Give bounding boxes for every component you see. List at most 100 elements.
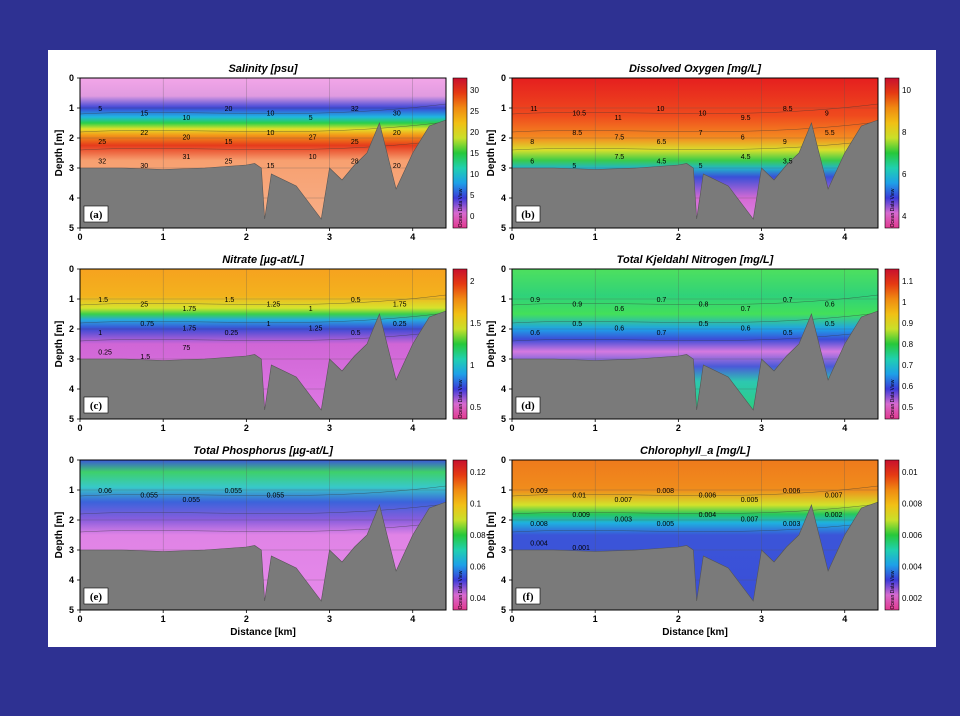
- x-tick-label: 1: [161, 614, 166, 624]
- colorbar-tick-label: 10: [902, 86, 911, 95]
- contour-label: 0.009: [572, 512, 590, 519]
- figure-slide: Salinity [psu] 5 15 10 20 10 5 32 30 25 22 20 15 10 27…: [48, 50, 936, 647]
- y-tick-label: 3: [69, 354, 74, 364]
- panel-letter-box: [515, 205, 541, 223]
- x-tick-label: 2: [244, 614, 249, 624]
- contour-label: 6.5: [657, 139, 667, 146]
- y-axis-label: Depth [m]: [486, 321, 497, 368]
- y-axis-label: Depth [m]: [486, 130, 497, 177]
- plot-frame: [79, 459, 447, 611]
- contour-label: 0.055: [225, 488, 243, 495]
- contour-label: 1.5: [140, 354, 150, 361]
- y-tick-label: 5: [69, 223, 74, 233]
- contour-label: 0.9: [572, 302, 582, 309]
- colorbar-tick-label: 0.002: [902, 594, 923, 603]
- contour-label: 0.7: [657, 297, 667, 304]
- panel-title: Dissolved Oxygen [mg/L]: [629, 63, 761, 75]
- x-tick-label: 2: [676, 423, 681, 433]
- section-panel: Nitrate [µg-at/L]1.5251.751.51.2510.51.7…: [54, 254, 482, 433]
- x-tick-label: 3: [327, 232, 332, 242]
- colorbar-credit: Ocean Data View: [890, 379, 896, 418]
- contour-label: 0.5: [572, 321, 582, 328]
- contour-label: 0.7: [741, 306, 751, 313]
- contour-label: 15: [267, 163, 275, 170]
- x-axis-label: Distance [km]: [662, 627, 728, 638]
- y-axis-label: Depth [m]: [54, 321, 65, 368]
- contour-label: 0.5: [351, 297, 361, 304]
- x-tick-label: 4: [410, 423, 415, 433]
- y-tick-label: 0: [501, 455, 506, 465]
- panel-letter-box: [83, 587, 109, 605]
- contour-label: 0.6: [825, 302, 835, 309]
- seabed-terrain: [511, 119, 879, 229]
- y-tick-label: 4: [69, 193, 74, 203]
- panel-title: Chlorophyll_a [mg/L]: [640, 445, 750, 457]
- contour-label: 30: [140, 163, 148, 170]
- y-tick-label: 2: [69, 133, 74, 143]
- x-tick-label: 4: [842, 232, 847, 242]
- contour-label: 11: [614, 115, 621, 122]
- y-tick-label: 1: [501, 103, 506, 113]
- y-tick-label: 5: [69, 605, 74, 615]
- y-tick-label: 2: [501, 324, 506, 334]
- y-tick-label: 1: [501, 294, 506, 304]
- colorbar-tick-label: 2: [470, 277, 475, 286]
- x-tick-label: 1: [593, 423, 598, 433]
- colorbar-tick-label: 30: [470, 86, 479, 95]
- contour-label: 0.5: [783, 330, 793, 337]
- y-tick-label: 1: [501, 485, 506, 495]
- colorbar-tick-label: 5: [470, 191, 475, 200]
- section-panel: Total Phosphorus [µg-at/L] 0.06 0.055 0.055…: [54, 445, 486, 638]
- y-tick-label: 4: [501, 575, 506, 585]
- contour-line: [79, 139, 447, 151]
- panel-title: Total Phosphorus [µg-at/L]: [193, 445, 333, 457]
- contour-label: 1.25: [267, 302, 281, 309]
- y-axis-label: Depth [m]: [54, 512, 65, 559]
- colorbar-credit: Ocean Data View: [458, 379, 464, 418]
- contour-label: 6: [530, 159, 534, 166]
- colorbar-tick-label: 10: [470, 170, 479, 179]
- colorbar-tick-label: 4: [902, 212, 907, 221]
- panel-letter: (f): [523, 591, 534, 603]
- colorbar-tick-label: 20: [470, 128, 479, 137]
- contour-label: 0.005: [741, 497, 759, 504]
- colorbar-tick-label: 15: [470, 149, 479, 158]
- contour-label: 0.006: [783, 488, 801, 495]
- x-tick-label: 2: [676, 232, 681, 242]
- contour-label: 0.75: [140, 321, 154, 328]
- contour-label: 8.5: [783, 106, 793, 113]
- colorbar: [452, 77, 468, 229]
- contour-label: 0.8: [699, 302, 709, 309]
- contour-label: 30: [393, 111, 401, 118]
- contour-line: [79, 103, 447, 115]
- contour-line: [79, 312, 447, 324]
- contour-label: 25: [225, 159, 233, 166]
- contour-label: 15: [225, 139, 233, 146]
- panel-letter-box: [83, 205, 109, 223]
- contour-line: [511, 485, 879, 497]
- contour-label: 0.5: [699, 321, 709, 328]
- contour-label: 0.005: [657, 521, 675, 528]
- contour-label: 0.6: [614, 326, 624, 333]
- colorbar: [884, 268, 900, 420]
- colorbar-tick-label: 0.7: [902, 361, 914, 370]
- colorbar-tick-label: 0.6: [902, 382, 914, 391]
- contour-line: [79, 521, 447, 533]
- plot-frame: [511, 459, 879, 611]
- x-tick-label: 3: [759, 614, 764, 624]
- y-tick-label: 0: [501, 264, 506, 274]
- colorbar-tick-label: 25: [470, 107, 479, 116]
- seabed-terrain: [79, 119, 447, 229]
- contour-label: 5.5: [825, 130, 835, 137]
- contour-label: 8: [530, 139, 534, 146]
- colorbar-tick-label: 1: [902, 298, 907, 307]
- contour-label: 5: [699, 163, 703, 170]
- y-tick-label: 0: [69, 264, 74, 274]
- contour-label: 0.6: [614, 306, 624, 313]
- panel-letter: (c): [90, 400, 103, 412]
- contour-label: 22: [140, 130, 148, 137]
- contour-line: [511, 121, 879, 133]
- contour-label: 5: [572, 163, 576, 170]
- colorbar-tick-label: 0.1: [470, 500, 482, 509]
- y-tick-label: 4: [69, 575, 74, 585]
